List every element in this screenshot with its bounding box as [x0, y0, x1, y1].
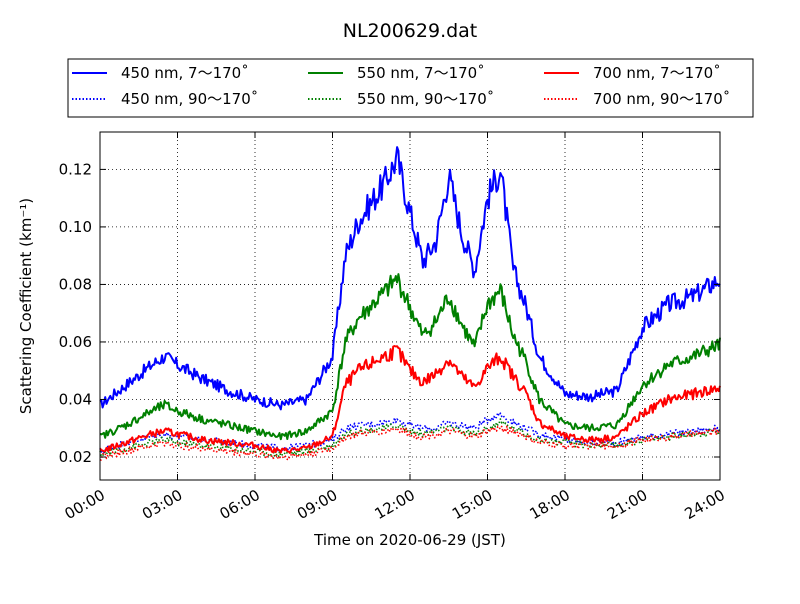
chart-title: NL200629.dat [343, 20, 478, 42]
x-axis-label: Time on 2020-06-29 (JST) [313, 531, 506, 549]
series-line-5 [99, 425, 721, 462]
legend-label: 700 nm, 90～170˚ [593, 90, 730, 108]
y-tick-label: 0.08 [59, 275, 92, 293]
legend-label: 700 nm, 7～170˚ [593, 64, 721, 82]
legend-label: 450 nm, 7～170˚ [121, 64, 249, 82]
y-tick-label: 0.06 [59, 333, 92, 351]
legend-box [67, 58, 754, 118]
series-line-2 [99, 273, 721, 441]
grid [100, 132, 720, 480]
legend-label: 550 nm, 7～170˚ [357, 64, 485, 82]
series-group [99, 146, 721, 462]
series-line-4 [99, 345, 721, 454]
y-axis-label: Scattering Coefficient (km⁻¹) [17, 198, 35, 414]
legend-label: 450 nm, 90～170˚ [121, 90, 258, 108]
legend: 450 nm, 7～170˚ 450 nm, 90～170˚ 550 nm, 7～1… [67, 58, 754, 118]
y-tick-label: 0.04 [59, 390, 92, 408]
y-tick-label: 0.10 [59, 218, 92, 236]
y-tick-label: 0.12 [59, 160, 92, 178]
legend-label: 550 nm, 90～170˚ [357, 90, 494, 108]
series-line-0 [99, 146, 721, 411]
y-tick-label: 0.02 [59, 448, 92, 466]
